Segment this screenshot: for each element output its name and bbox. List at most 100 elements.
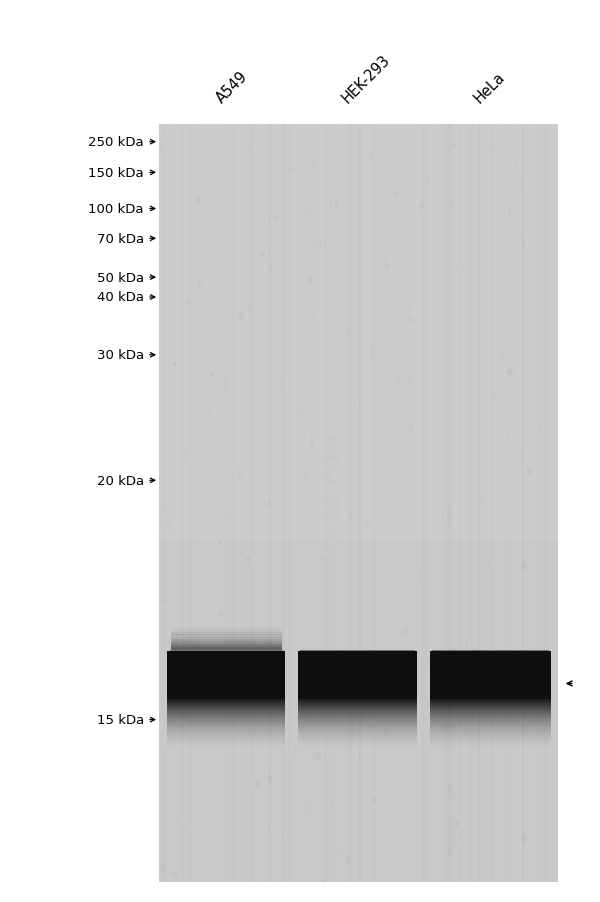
- Circle shape: [455, 821, 459, 826]
- Text: 15 kDa: 15 kDa: [97, 713, 144, 726]
- Bar: [359, 124, 361, 882]
- Bar: [430, 725, 551, 727]
- Bar: [298, 709, 418, 711]
- Bar: [298, 715, 418, 717]
- Bar: [477, 124, 480, 882]
- Bar: [430, 727, 551, 729]
- Bar: [167, 727, 286, 729]
- Text: 30 kDa: 30 kDa: [97, 349, 144, 362]
- Bar: [167, 651, 286, 699]
- Bar: [268, 124, 271, 882]
- Bar: [430, 699, 551, 701]
- Bar: [298, 721, 418, 723]
- Bar: [430, 651, 551, 699]
- Bar: [298, 729, 418, 731]
- Bar: [371, 124, 375, 882]
- Bar: [471, 124, 475, 882]
- Bar: [538, 124, 541, 882]
- Bar: [446, 124, 450, 882]
- Bar: [430, 747, 551, 749]
- Circle shape: [320, 244, 322, 247]
- Bar: [289, 124, 291, 882]
- Bar: [522, 124, 524, 882]
- Bar: [167, 701, 286, 703]
- Bar: [225, 124, 227, 882]
- Bar: [298, 651, 418, 699]
- Bar: [508, 124, 511, 882]
- Circle shape: [419, 204, 422, 208]
- Text: 50 kDa: 50 kDa: [97, 272, 144, 284]
- Bar: [171, 635, 281, 637]
- Bar: [167, 713, 286, 715]
- Bar: [167, 739, 286, 741]
- Bar: [167, 735, 286, 737]
- Circle shape: [514, 179, 516, 181]
- Text: 250 kDa: 250 kDa: [88, 136, 144, 149]
- Bar: [167, 741, 286, 742]
- Circle shape: [322, 557, 323, 560]
- Bar: [540, 124, 544, 882]
- Bar: [167, 709, 286, 711]
- Bar: [329, 124, 332, 882]
- Circle shape: [279, 601, 280, 603]
- Bar: [167, 699, 286, 701]
- Bar: [298, 727, 418, 729]
- Bar: [358, 124, 362, 882]
- Bar: [421, 124, 424, 882]
- Text: 40 kDa: 40 kDa: [97, 291, 144, 304]
- Text: A549: A549: [213, 69, 250, 106]
- Bar: [448, 124, 452, 882]
- Bar: [298, 731, 418, 732]
- Bar: [159, 124, 558, 882]
- Bar: [353, 124, 355, 882]
- Bar: [167, 725, 286, 727]
- Bar: [430, 742, 551, 745]
- Bar: [298, 735, 418, 737]
- Bar: [303, 124, 305, 882]
- Bar: [430, 723, 551, 725]
- Bar: [430, 721, 551, 723]
- Bar: [458, 124, 462, 882]
- Circle shape: [224, 713, 226, 715]
- Text: 20 kDa: 20 kDa: [97, 474, 144, 487]
- Bar: [430, 715, 551, 717]
- Bar: [430, 737, 551, 739]
- Bar: [298, 742, 418, 745]
- Bar: [347, 124, 351, 882]
- Bar: [298, 745, 418, 747]
- Bar: [422, 124, 424, 882]
- Bar: [430, 719, 551, 721]
- Bar: [298, 732, 418, 735]
- Text: HEK-293: HEK-293: [339, 52, 393, 106]
- Bar: [171, 643, 281, 646]
- Bar: [544, 124, 548, 882]
- Bar: [298, 701, 418, 703]
- Bar: [430, 741, 551, 742]
- Bar: [478, 124, 482, 882]
- Circle shape: [175, 639, 178, 644]
- Bar: [298, 699, 418, 701]
- Bar: [424, 124, 428, 882]
- Bar: [298, 723, 418, 725]
- Bar: [171, 632, 281, 635]
- Bar: [171, 645, 281, 648]
- Bar: [298, 725, 418, 727]
- Bar: [349, 124, 352, 882]
- Bar: [282, 124, 285, 882]
- Bar: [430, 732, 551, 735]
- Circle shape: [173, 363, 176, 366]
- Text: WWW.PTGLAB.COM: WWW.PTGLAB.COM: [325, 433, 344, 646]
- Bar: [171, 626, 281, 629]
- Bar: [325, 124, 326, 882]
- Bar: [522, 124, 524, 882]
- Bar: [298, 737, 418, 739]
- Bar: [298, 711, 418, 713]
- Bar: [298, 703, 418, 705]
- Bar: [298, 747, 418, 749]
- Bar: [171, 637, 281, 640]
- Text: 150 kDa: 150 kDa: [88, 167, 144, 179]
- Circle shape: [211, 373, 214, 378]
- Bar: [167, 715, 286, 717]
- Circle shape: [522, 836, 526, 842]
- Bar: [167, 717, 286, 719]
